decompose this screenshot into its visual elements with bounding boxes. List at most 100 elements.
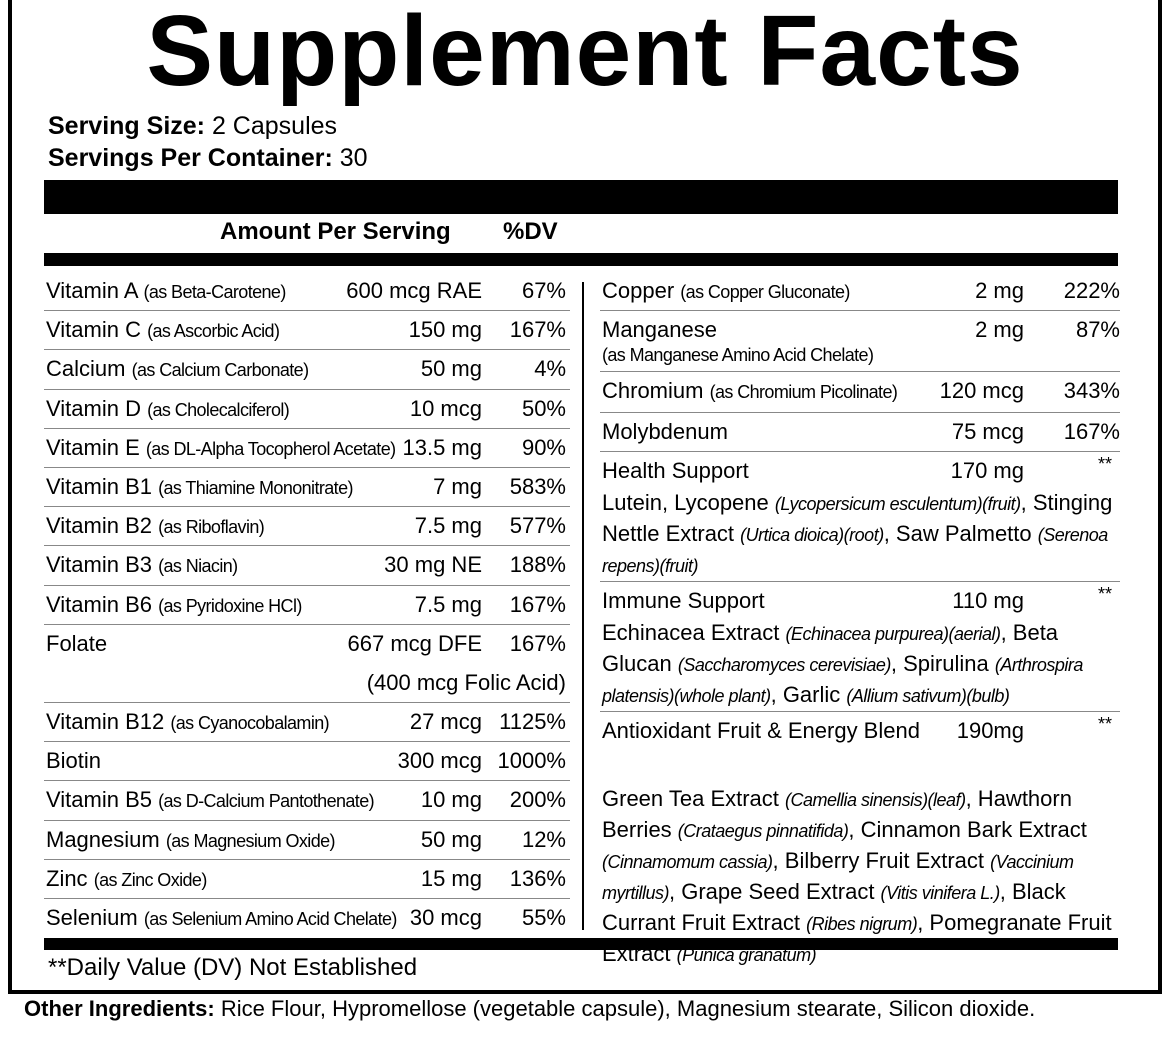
ingredient-text: , Cinnamon Bark Extract <box>848 817 1087 842</box>
botanical-name: (Punica granatum) <box>676 945 817 965</box>
nutrient: Molybdenum <box>602 419 728 445</box>
nutrient: Vitamin A (as Beta-Carotene) <box>46 278 286 304</box>
ingredient-text: , Beta Glucan <box>602 620 1059 676</box>
amount: 150 mg <box>408 317 482 343</box>
nutrient-name: Selenium <box>46 905 138 931</box>
nutrient: Vitamin E (as DL-Alpha Tocopherol Acetat… <box>46 435 396 461</box>
daily-value: 87% <box>1075 317 1120 342</box>
nutrient-source: (as Riboflavin) <box>158 517 265 538</box>
nutrient-name: Vitamin B12 <box>46 709 165 735</box>
nutrient-source: (as Pyridoxine HCl) <box>158 595 302 616</box>
medium-bar <box>44 253 1118 266</box>
left-column: Vitamin A (as Beta-Carotene) 600 mcg RAE 6… <box>44 272 570 938</box>
right-column: Copper (as Copper Gluconate) 2 mg 222% Mang… <box>600 272 1120 966</box>
nutrient-row: Chromium (as Chromium Picolinate) 120 mcg… <box>600 372 1120 413</box>
other-text: Rice Flour, Hypromellose (vegetable caps… <box>220 996 1036 1021</box>
botanical-name: (Urtica dioica)(root) <box>740 525 884 545</box>
nutrient-source: (as Thiamine Mononitrate) <box>158 477 353 498</box>
botanical-name: (Lycopersicum esculentum)(fruit) <box>774 494 1021 514</box>
nutrient: Zinc (as Zinc Oxide) <box>46 866 207 892</box>
daily-value: 4% <box>534 356 566 382</box>
nutrient-row: Zinc (as Zinc Oxide) 15 mg 136% <box>44 860 570 900</box>
amount: 15 mg <box>420 865 482 891</box>
daily-value: 50% <box>521 395 566 421</box>
nutrient-name: Calcium <box>46 356 126 382</box>
nutrient-row: Biotin 300 mcg 1000% <box>44 742 570 782</box>
daily-value: ** <box>1097 454 1112 474</box>
nutrient: Chromium (as Chromium Picolinate) <box>602 378 898 404</box>
nutrient-row: Vitamin E (as DL-Alpha Tocopherol Acetat… <box>44 429 570 468</box>
daily-value: ** <box>1097 714 1112 734</box>
nutrient-name: Vitamin B3 <box>46 552 152 578</box>
nutrient-source: (as Ascorbic Acid) <box>147 321 280 342</box>
nutrient-row: Vitamin B5 (as D-Calcium Pantothenate) 10… <box>44 781 570 821</box>
botanical-name: (Crataegus pinnatifida) <box>677 821 849 841</box>
nutrient-name: Antioxidant Fruit & Energy Blend <box>602 718 920 743</box>
nutrient: Antioxidant Fruit & Energy Blend <box>602 718 920 744</box>
other-ingredients: Other Ingredients: Rice Flour, Hypromell… <box>24 996 1035 1022</box>
nutrient-source: (as Cyanocobalamin) <box>170 713 330 734</box>
ingredient-text: , Black Currant Fruit Extract <box>602 879 1066 935</box>
amount-header: Amount Per Serving <box>220 218 451 245</box>
daily-value: 343% <box>1063 378 1120 403</box>
ingredient-text: Lutein, Lycopene <box>602 490 775 515</box>
amount: 27 mcg <box>409 709 482 735</box>
amount: 50 mg <box>420 826 482 852</box>
nutrient-row: Selenium (as Selenium Amino Acid Chelate… <box>44 899 570 938</box>
amount: 75 mcg <box>951 419 1024 444</box>
botanical-name: (Vaccinium myrtillus) <box>602 852 1074 903</box>
nutrient-source: (as Calcium Carbonate) <box>131 360 309 381</box>
amount: 7 mg <box>433 473 482 499</box>
daily-value: 167% <box>509 317 566 343</box>
nutrient-row: Vitamin B1 (as Thiamine Mononitrate) 7 mg… <box>44 468 570 508</box>
amount: 10 mg <box>420 787 482 813</box>
nutrient-row: Folate 667 mcg DFE 167% (400 mcg Folic Acid… <box>44 625 570 704</box>
botanical-name: (Allium sativum)(bulb) <box>846 686 1010 706</box>
botanical-name: (Arthrospira platensis)(whole plant) <box>602 655 1083 706</box>
botanical-name: (Echinacea purpurea)(aerial) <box>785 624 1001 644</box>
ingredient-text: , Saw Palmetto <box>883 521 1038 546</box>
botanical-name: (Vitis vinifera L.) <box>880 883 1001 903</box>
daily-value: 1125% <box>499 709 566 735</box>
nutrient-name: Vitamin D <box>46 395 141 421</box>
nutrient: Vitamin B5 (as D-Calcium Pantothenate) <box>46 787 375 813</box>
nutrient-row: Vitamin C (as Ascorbic Acid) 150 mg 167% <box>44 311 570 351</box>
daily-value: 90% <box>521 434 566 460</box>
amount: 110 mg <box>952 588 1024 613</box>
nutrient: Biotin <box>46 748 101 774</box>
nutrient-row: Copper (as Copper Gluconate) 2 mg 222% <box>600 272 1120 311</box>
footnote: **Daily Value (DV) Not Established <box>48 954 418 981</box>
nutrient-row: Calcium (as Calcium Carbonate) 50 mg 4% <box>44 350 570 390</box>
daily-value: 188% <box>509 552 566 578</box>
nutrient-row: Health Support 170 mg ** Lutein, Lycopene (… <box>600 452 1120 582</box>
amount: 600 mcg RAE <box>346 278 482 303</box>
nutrient: Calcium (as Calcium Carbonate) <box>46 356 309 382</box>
serving-size-label: Serving Size: <box>48 112 205 140</box>
nutrient-row: Vitamin D (as Cholecalciferol) 10 mcg 50% <box>44 390 570 429</box>
amount: 7.5 mg <box>414 513 482 539</box>
servings: Servings Per Container: 30 <box>48 144 368 173</box>
nutrient-row: Vitamin B2 (as Riboflavin) 7.5 mg 577% <box>44 507 570 547</box>
nutrient: Immune Support <box>602 588 765 614</box>
daily-value: 222% <box>1063 278 1120 303</box>
bottom-bar <box>44 938 1118 950</box>
nutrient: Selenium (as Selenium Amino Acid Chelate… <box>46 905 397 931</box>
nutrient-name: Chromium <box>602 378 704 403</box>
daily-value: 200% <box>509 787 566 813</box>
amount-note: (400 mcg Folic Acid) <box>366 669 566 695</box>
botanical-name: (Cinnamomum cassia) <box>602 852 773 872</box>
nutrient-name: Immune Support <box>602 588 765 613</box>
daily-value: 167% <box>509 591 566 617</box>
daily-value: 55% <box>521 905 566 931</box>
nutrient-source: (as D-Calcium Pantothenate) <box>158 791 375 812</box>
nutrient-row: Immune Support 110 mg ** Echinacea Extract … <box>600 582 1120 712</box>
thick-bar <box>44 180 1118 214</box>
amount: 120 mcg <box>939 378 1024 403</box>
ingredient-text: , Grape Seed Extract <box>669 879 881 904</box>
daily-value: 583% <box>509 473 566 499</box>
other-label: Other Ingredients: <box>24 996 215 1021</box>
nutrient-row: Antioxidant Fruit & Energy Blend 190mg ** G… <box>600 712 1120 966</box>
nutrient-source: (as Magnesium Oxide) <box>165 830 336 851</box>
label-border <box>8 0 1162 994</box>
amount: 190mg <box>956 718 1024 743</box>
